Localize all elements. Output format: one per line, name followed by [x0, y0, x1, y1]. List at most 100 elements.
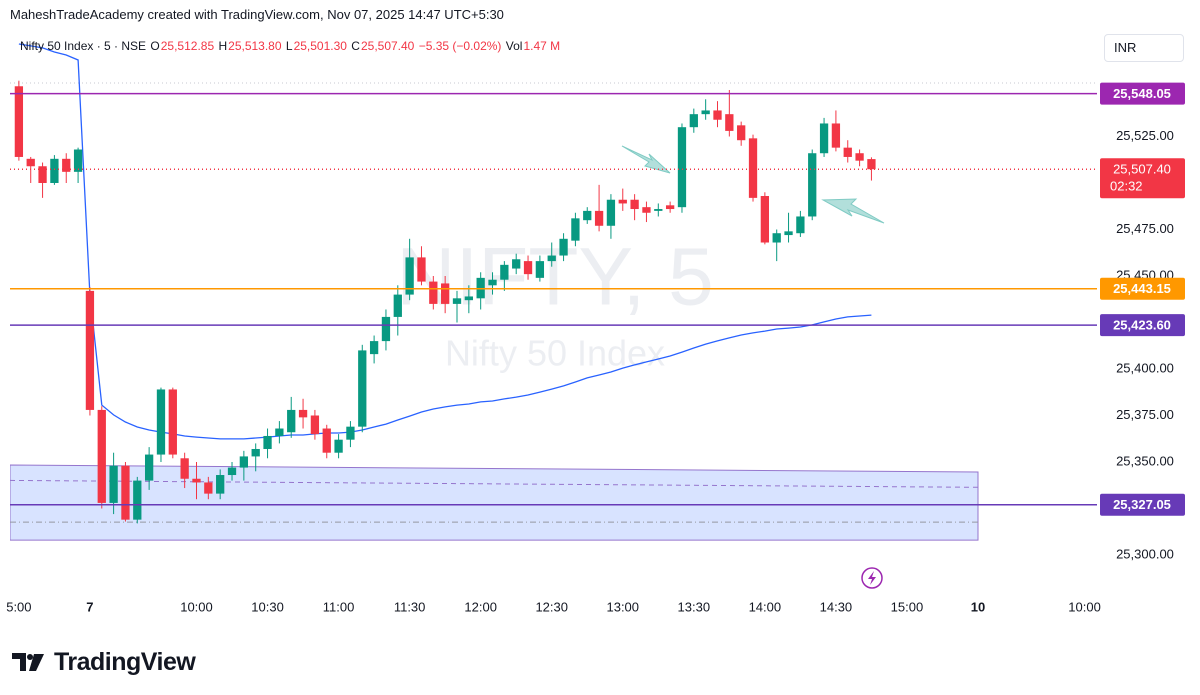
legend-volume: 1.47 M	[523, 39, 561, 53]
candle-body	[547, 255, 556, 262]
level-label: 25,423.60	[1113, 318, 1171, 333]
candle-body	[737, 125, 746, 141]
logo-dot	[27, 654, 33, 660]
annotation-arrows	[621, 145, 885, 224]
x-tick-label: 5:00	[6, 599, 31, 614]
candle-body	[393, 294, 402, 317]
x-tick-label: 10:30	[251, 599, 284, 614]
logo	[12, 653, 44, 671]
legend-value: 25,507.40	[360, 39, 415, 53]
candle-body	[784, 231, 793, 236]
level-label: 25,327.05	[1113, 497, 1171, 512]
legend-value: 25,512.85	[160, 39, 215, 53]
x-tick-label: 14:00	[749, 599, 782, 614]
level-label: 25,443.15	[1113, 281, 1171, 296]
arrow	[621, 145, 671, 174]
arrow	[821, 198, 885, 224]
candle-body	[441, 283, 450, 304]
candle-body	[26, 158, 35, 167]
candle-body	[73, 149, 83, 172]
x-tick-label: 11:00	[323, 599, 355, 614]
brand: TradingView	[54, 648, 196, 676]
legend: Nifty 50 Index · 5 · NSE O25,512.85 H25,…	[20, 39, 561, 53]
candle-body	[216, 475, 225, 494]
candle-body	[263, 435, 272, 449]
x-tick-label: 12:30	[535, 599, 568, 614]
candle-body	[381, 316, 391, 342]
legend-key: C	[351, 39, 360, 53]
candle-body	[287, 409, 296, 433]
candle-body	[571, 218, 580, 241]
candle-body	[14, 86, 24, 157]
logo-mark	[12, 653, 44, 671]
candle-body	[618, 199, 627, 204]
y-tick-label: 25,525.00	[1116, 128, 1174, 143]
candle-body	[535, 261, 545, 278]
legend-change: −5.35 (−0.02%)	[418, 39, 502, 53]
candle-body	[488, 279, 497, 286]
candle-body	[523, 261, 533, 275]
x-tick-label: 13:30	[678, 599, 711, 614]
candle-body	[180, 458, 189, 479]
candle-body	[85, 290, 95, 410]
watermark-symbol: NIFTY, 5	[396, 232, 713, 323]
countdown-label: 02:32	[1110, 179, 1143, 194]
candle-body	[156, 389, 166, 455]
candle-body	[819, 123, 829, 154]
candle-body	[62, 158, 71, 172]
candle-body	[251, 448, 260, 457]
candle-body	[452, 298, 462, 304]
x-tick-label: 7	[86, 599, 93, 614]
candle-body	[144, 454, 154, 481]
candle-body	[630, 199, 639, 210]
y-tick-label: 25,375.00	[1116, 407, 1174, 422]
legend-value: 25,513.80	[228, 39, 282, 53]
x-tick-label: 10:00	[1068, 599, 1101, 614]
candle-body	[654, 209, 663, 211]
candle-body	[334, 439, 343, 453]
candle-body	[855, 153, 864, 161]
candle-body	[97, 409, 106, 503]
candle-body	[606, 199, 616, 226]
plot-area	[10, 43, 979, 541]
legend-key: O	[150, 39, 160, 53]
zone	[10, 464, 979, 541]
candle-body	[227, 467, 237, 476]
candle-body	[772, 233, 781, 243]
x-tick-label: 11:30	[394, 599, 426, 614]
alert-icon[interactable]	[861, 567, 883, 589]
candle-body	[713, 110, 722, 120]
alert-ring[interactable]	[861, 567, 883, 589]
candle-body	[464, 296, 473, 301]
candle-body	[512, 259, 521, 269]
candle-body	[843, 147, 852, 157]
candle-body	[677, 127, 687, 208]
candle-body	[310, 415, 320, 435]
candle-body	[583, 210, 592, 221]
candle-body	[808, 153, 817, 217]
legend-symbol: Nifty 50 Index · 5 · NSE	[20, 39, 147, 53]
y-tick-label: 25,300.00	[1116, 546, 1174, 561]
candle-body	[346, 426, 355, 440]
candle-body	[239, 456, 249, 468]
currency-button[interactable]: INR	[1104, 34, 1184, 62]
header: MaheshTradeAcademy created with TradingV…	[10, 7, 504, 22]
x-tick-label: 10	[971, 599, 985, 614]
candle-body	[38, 166, 47, 183]
candle-body	[796, 216, 805, 234]
legend-key: H	[218, 39, 228, 53]
alert-bolt[interactable]	[868, 571, 876, 585]
candle-body	[867, 159, 876, 170]
candle-body	[133, 480, 142, 520]
x-tick-label: 14:30	[820, 599, 853, 614]
legend-value: 25,501.30	[293, 39, 347, 53]
candle-body	[429, 281, 438, 304]
y-tick-label: 25,350.00	[1116, 453, 1174, 468]
candle-body	[642, 207, 651, 213]
legend-volume-key: Vol	[505, 39, 523, 53]
candle-body	[689, 114, 698, 128]
candle-body	[275, 428, 284, 436]
x-tick-label: 13:00	[606, 599, 639, 614]
